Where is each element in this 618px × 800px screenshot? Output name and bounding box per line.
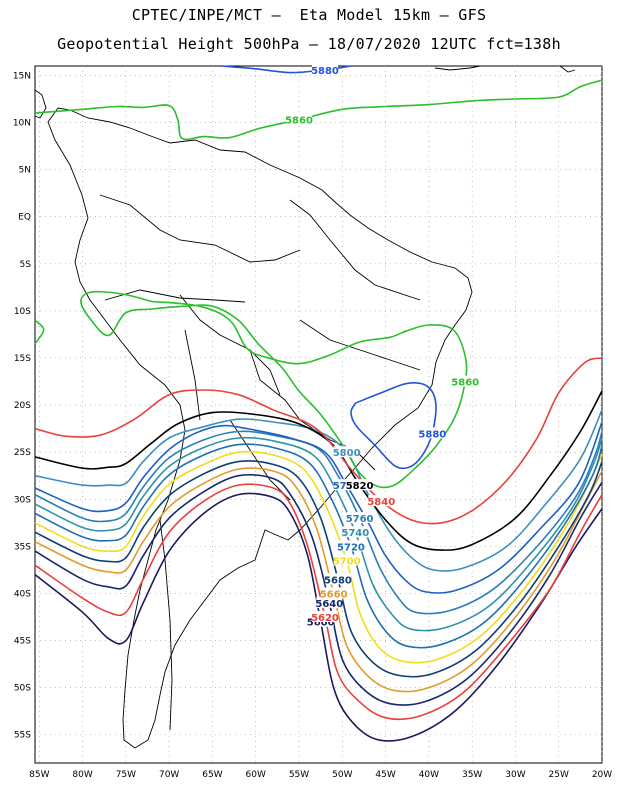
caribbean-island-1 [434, 65, 481, 71]
graticule [35, 66, 603, 763]
contour-5620 [34, 483, 603, 721]
contour-5800 [34, 409, 603, 572]
border-1 [99, 194, 301, 263]
contour-labels: 5600562056405660568057005720574057605780… [285, 63, 479, 629]
contour-5760 [34, 430, 603, 615]
title-line-1: CPTEC/INPE/MCT – Eta Model 15km – GFS [131, 6, 487, 24]
contour-label-bg [324, 573, 351, 585]
contour-label-bg [333, 554, 360, 566]
contour-label-5720: 5720 [337, 542, 365, 553]
map-frame [34, 65, 603, 764]
lat-tick-label: 10S [14, 307, 31, 317]
contour-label-5760: 5760 [346, 514, 374, 525]
contour-label-bg [311, 611, 338, 623]
lon-tick-label: 25W [549, 770, 569, 780]
lat-tick-label: 25S [14, 448, 31, 458]
caribbean-island-2 [559, 65, 576, 73]
contour-label-bg [346, 479, 373, 491]
border-4 [184, 329, 201, 421]
contour-5740 [34, 436, 603, 632]
lon-tick-label: 60W [246, 770, 266, 780]
lat-tick-label: 40S [14, 589, 31, 599]
contour-label-bg [419, 427, 446, 439]
border-8 [229, 419, 291, 501]
contour-label-bg [368, 495, 395, 507]
contour-5600 [34, 492, 603, 742]
lon-tick-label: 45W [375, 770, 395, 780]
lat-tick-label: 5S [20, 260, 32, 270]
contour-5680 [34, 460, 603, 678]
axis-ticks: 15N 10N 5N EQ 5S 10S 15S 20S 25S 30S 35S 40S 45S 50S 5… [13, 71, 612, 780]
open-contour-5860-0 [34, 79, 603, 141]
contour-label-5880: 5880 [418, 429, 446, 440]
contour-label-bg [311, 63, 338, 75]
lon-tick-label: 75W [116, 770, 136, 780]
contour-label-5800: 5800 [333, 448, 361, 459]
lon-tick-label: 80W [72, 770, 92, 780]
lon-tick-label: 30W [505, 770, 525, 780]
lon-tick-label: 85W [29, 770, 49, 780]
title-line-2: Geopotential Height 500hPa – 18/07/2020 … [57, 35, 561, 53]
lat-tick-label: 15N [13, 71, 31, 81]
lon-tick-label: 55W [289, 770, 309, 780]
contour-label-5740: 5740 [341, 528, 369, 539]
lat-tick-label: 55S [14, 731, 31, 741]
border-5 [249, 349, 331, 441]
lat-tick-label: 5N [19, 166, 31, 176]
contour-label-bg [346, 512, 373, 524]
lat-tick-label: 20S [14, 401, 31, 411]
contour-lines [34, 65, 603, 742]
contour-5780 [34, 421, 603, 594]
lat-tick-label: 10N [13, 119, 31, 129]
contour-label-5660: 5660 [320, 589, 348, 600]
south-america-coastline [47, 107, 473, 749]
contour-label-5700: 5700 [333, 556, 361, 567]
contour-label-5600: 5600 [307, 618, 335, 629]
border-6 [289, 199, 421, 301]
contour-5640 [34, 473, 603, 706]
lon-tick-label: 40W [419, 770, 439, 780]
contour-label-bg [452, 375, 479, 387]
lon-tick-label: 65W [202, 770, 222, 780]
contour-5820 [34, 390, 603, 551]
lat-tick-label: 45S [14, 637, 31, 647]
border-7 [299, 319, 421, 371]
border-2 [104, 289, 246, 303]
lon-tick-label: 35W [462, 770, 482, 780]
coastlines [34, 65, 576, 749]
contour-label-5680: 5680 [324, 575, 352, 586]
contour-label-5860: 5860 [451, 378, 479, 389]
border-9 [159, 519, 173, 731]
contour-label-bg [333, 446, 360, 458]
contour-label-bg [342, 526, 369, 538]
closed-contour-5860 [80, 290, 468, 489]
lon-tick-label: 50W [332, 770, 352, 780]
lat-tick-label: 50S [14, 684, 31, 694]
contour-label-5840: 5840 [367, 497, 395, 508]
lon-tick-label: 20W [592, 770, 612, 780]
contour-5840 [34, 357, 603, 525]
closed-contour-5880 [350, 382, 437, 470]
central-america-coastline [34, 89, 47, 119]
contour-label-5860: 5860 [285, 116, 313, 127]
contour-5660 [34, 467, 603, 693]
lat-tick-label: 35S [14, 542, 31, 552]
contour-5700 [34, 450, 603, 664]
lon-tick-label: 70W [159, 770, 179, 780]
contour-label-bg [316, 596, 343, 608]
open-contour-5860-1 [34, 319, 45, 345]
lat-tick-label: 30S [14, 495, 31, 505]
contour-label-bg [320, 587, 347, 599]
contour-label-bg [337, 540, 364, 552]
contour-label-5880: 5880 [311, 66, 339, 77]
contour-label-bg [286, 113, 313, 125]
lat-tick-label: 15S [14, 354, 31, 364]
lat-tick-label: EQ [18, 213, 31, 223]
contour-label-5620: 5620 [311, 613, 339, 624]
contour-label-5820: 5820 [346, 481, 374, 492]
border-3 [179, 294, 281, 396]
contour-label-5640: 5640 [315, 599, 343, 610]
contour-5720 [34, 443, 603, 649]
